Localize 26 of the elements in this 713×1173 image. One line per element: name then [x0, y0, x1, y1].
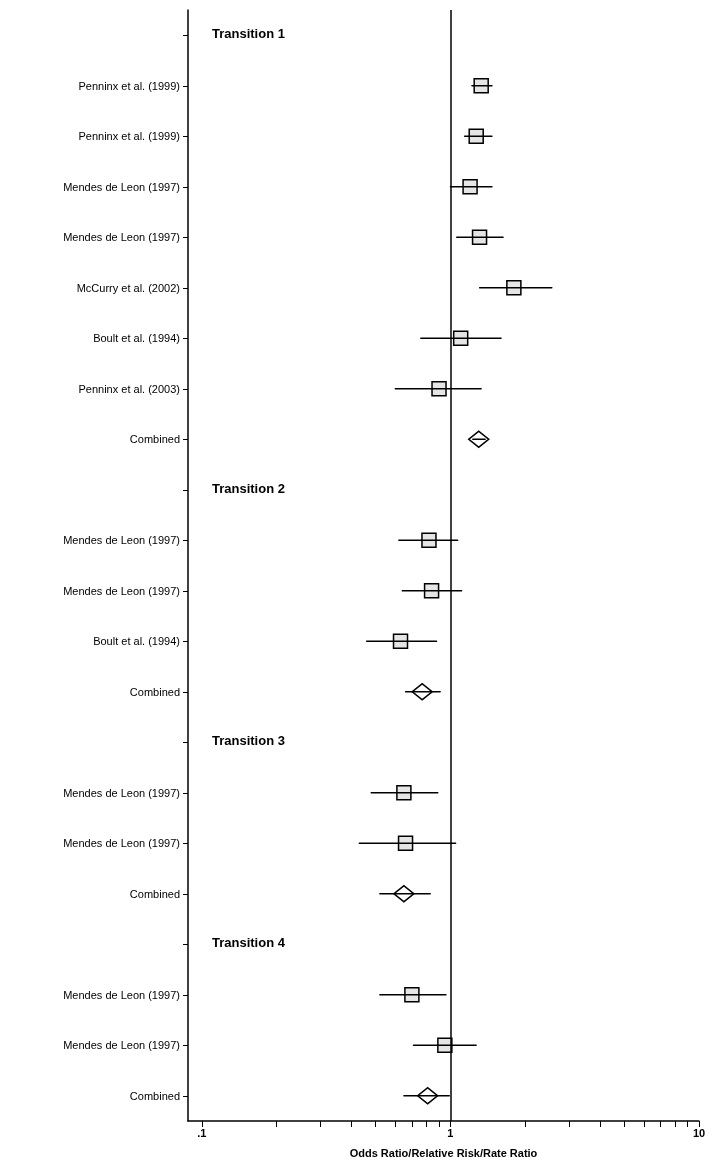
y-tick-label: Boult et al. (1994) — [93, 332, 180, 345]
y-tick-label: Mendes de Leon (1997) — [63, 180, 180, 193]
y-tick-label: Mendes de Leon (1997) — [63, 837, 180, 850]
y-tick-label: Combined — [129, 1089, 180, 1102]
annotation: Transition 4 — [212, 935, 286, 951]
x-tick-label: .1 — [197, 1126, 207, 1139]
annotation: Transition 3 — [212, 733, 285, 749]
annotation: Transition 2 — [212, 480, 285, 496]
y-tick-label: Combined — [129, 433, 180, 446]
y-tick-label: Boult et al. (1994) — [93, 635, 180, 648]
y-tick-label: Penninx et al. (1999) — [78, 130, 180, 143]
y-tick-label: Penninx et al. (1999) — [78, 79, 180, 92]
y-tick-label: Mendes de Leon (1997) — [63, 534, 180, 547]
y-tick-label: Combined — [129, 887, 180, 900]
x-axis-title: Odds Ratio/Relative Risk/Rate Ratio — [349, 1146, 538, 1159]
y-tick-label: Mendes de Leon (1997) — [63, 988, 180, 1001]
x-tick-label: 10 — [692, 1126, 706, 1139]
y-tick-label: McCurry et al. (2002) — [76, 281, 180, 294]
y-tick-label: Mendes de Leon (1997) — [63, 584, 180, 597]
y-tick-label: Mendes de Leon (1997) — [63, 1039, 180, 1052]
y-tick-label: Mendes de Leon (1997) — [63, 786, 180, 799]
y-tick-label: Combined — [129, 685, 180, 698]
annotation: Transition 1 — [212, 26, 285, 42]
y-tick-label: Penninx et al. (2003) — [78, 382, 180, 395]
y-tick-label: Mendes de Leon (1997) — [63, 231, 180, 244]
x-tick-label: 1 — [447, 1126, 454, 1139]
